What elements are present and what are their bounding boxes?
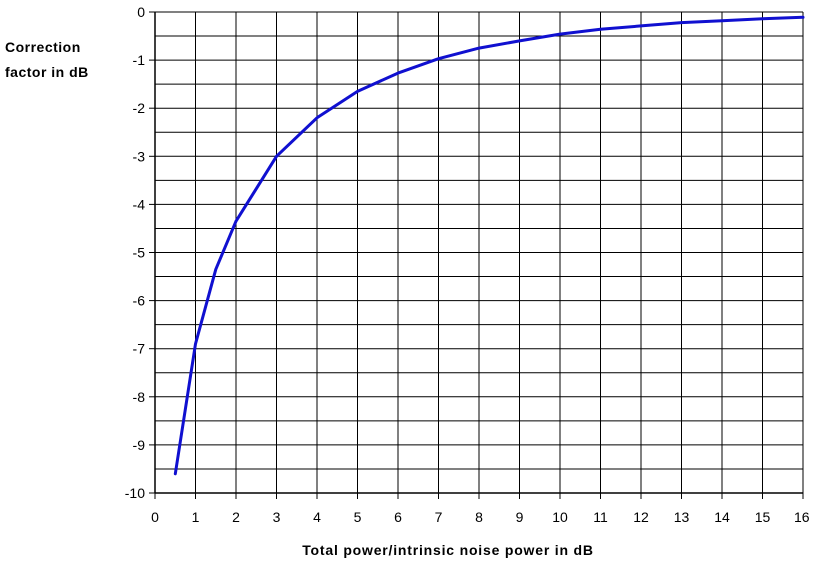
data-point	[235, 220, 237, 223]
data-point	[640, 24, 642, 27]
y-tick-label: 0	[137, 4, 145, 20]
data-point	[356, 90, 359, 93]
x-tick-label: 7	[435, 509, 443, 525]
data-point	[478, 47, 480, 50]
x-tick-label: 4	[313, 509, 321, 525]
x-tick-label: 3	[273, 509, 281, 525]
data-point	[397, 72, 399, 75]
series-layer	[173, 15, 805, 476]
x-tick-label: 16	[794, 509, 810, 525]
data-point	[437, 57, 440, 60]
y-tick-label: -8	[133, 389, 146, 405]
data-point	[802, 16, 804, 19]
x-tick-label: 1	[192, 509, 200, 525]
x-tick-label: 11	[593, 509, 608, 525]
x-tick-label: 2	[232, 509, 240, 525]
y-tick-labels: 0 -1 -2 -3 -4 -5 -6 -7 -8 -9 -10	[125, 4, 155, 501]
x-tick-label: 12	[633, 509, 649, 525]
data-point	[316, 116, 318, 119]
x-tick-label: 8	[475, 509, 483, 525]
y-tick-label: -7	[133, 341, 146, 357]
data-point	[174, 472, 177, 475]
data-point	[721, 19, 723, 22]
y-tick-label: -10	[125, 485, 145, 501]
x-tick-label: 5	[354, 509, 362, 525]
data-point	[761, 17, 764, 20]
x-tick-labels: 0 1 2 3 4 5 6 7 8 9 10 11 12 13 14 15 16	[151, 493, 810, 525]
data-point	[275, 155, 278, 158]
y-tick-label: -1	[133, 52, 146, 68]
y-axis-label-line-1: Correction	[5, 39, 81, 55]
y-tick-label: -5	[133, 245, 146, 261]
x-tick-label: 6	[394, 509, 402, 525]
y-axis-label-line-2: factor in dB	[5, 64, 89, 80]
data-point	[518, 39, 521, 42]
y-tick-label: -6	[133, 293, 146, 309]
y-tick-label: -4	[133, 196, 146, 212]
y-tick-label: -9	[133, 437, 146, 453]
data-point	[680, 21, 683, 24]
data-point	[599, 28, 602, 31]
x-axis-label: Total power/intrinsic noise power in dB	[302, 542, 594, 558]
y-tick-label: -3	[133, 148, 146, 164]
data-point	[194, 342, 197, 345]
series-line	[173, 15, 805, 476]
x-tick-label: 13	[674, 509, 690, 525]
x-tick-label: 10	[552, 509, 568, 525]
x-tick-label: 15	[755, 509, 771, 525]
x-tick-label: 9	[516, 509, 524, 525]
y-tick-label: -2	[133, 100, 146, 116]
data-point	[559, 33, 561, 36]
x-tick-label: 14	[714, 509, 730, 525]
data-point	[214, 268, 217, 271]
x-tick-label: 0	[151, 509, 159, 525]
grid	[154, 11, 804, 494]
